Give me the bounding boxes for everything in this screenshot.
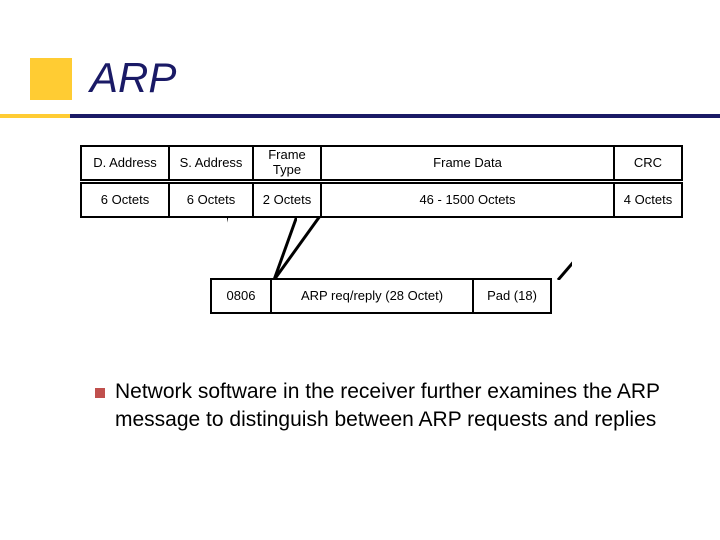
cell-s-address-header: S. Address — [168, 145, 254, 181]
cell-crc-size: 4 Octets — [613, 182, 683, 218]
title-underline — [0, 114, 720, 118]
connector-frame-data — [272, 216, 572, 280]
cell-arp-body: ARP req/reply (28 Octet) — [270, 278, 474, 314]
cell-frame-data-header: Frame Data — [320, 145, 615, 181]
cell-s-address-size: 6 Octets — [168, 182, 254, 218]
cell-d-address-header: D. Address — [80, 145, 170, 181]
cell-frame-type-header: Frame Type — [252, 145, 322, 181]
title-underline-accent — [0, 114, 70, 118]
page-title: ARP — [90, 54, 176, 102]
frame-header-row: D. Address S. Address Frame Type Frame D… — [80, 145, 683, 181]
bullet-icon — [95, 388, 105, 398]
cell-pad: Pad (18) — [472, 278, 552, 314]
cell-d-address-size: 6 Octets — [80, 182, 170, 218]
cell-crc-header: CRC — [613, 145, 683, 181]
cell-frame-data-size: 46 - 1500 Octets — [320, 182, 615, 218]
title-accent-block — [30, 58, 72, 100]
cell-frame-type-size: 2 Octets — [252, 182, 322, 218]
frame-expansion-row: 0806 ARP req/reply (28 Octet) Pad (18) — [212, 278, 552, 314]
cell-ethertype-0806: 0806 — [210, 278, 272, 314]
frame-size-row: 6 Octets 6 Octets 2 Octets 46 - 1500 Oct… — [80, 182, 683, 218]
bullet-text: Network software in the receiver further… — [115, 378, 680, 433]
